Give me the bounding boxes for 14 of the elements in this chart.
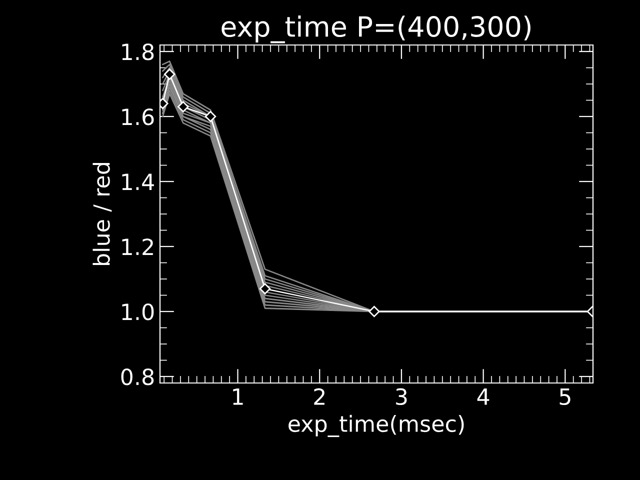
y-axis-title: blue / red: [92, 162, 112, 266]
x-tick-label: 4: [477, 388, 490, 405]
x-tick-label: 5: [560, 388, 570, 406]
y-tick-label: 0.8: [121, 368, 154, 386]
x-tick-label: 3: [396, 388, 407, 406]
y-tick-label: 1.2: [122, 238, 153, 255]
x-tick-label: 1: [233, 388, 243, 405]
y-tick-label: 1.4: [122, 174, 154, 190]
y-tick-label: 1.0: [122, 303, 154, 320]
x-tick-label: 2: [314, 388, 324, 405]
y-tick-label: 1.6: [122, 108, 154, 126]
chart-title: exp_time P=(400,300): [222, 16, 530, 44]
x-axis-title: exp_time(msec): [288, 414, 464, 438]
y-tick-label: 1.8: [122, 43, 154, 60]
